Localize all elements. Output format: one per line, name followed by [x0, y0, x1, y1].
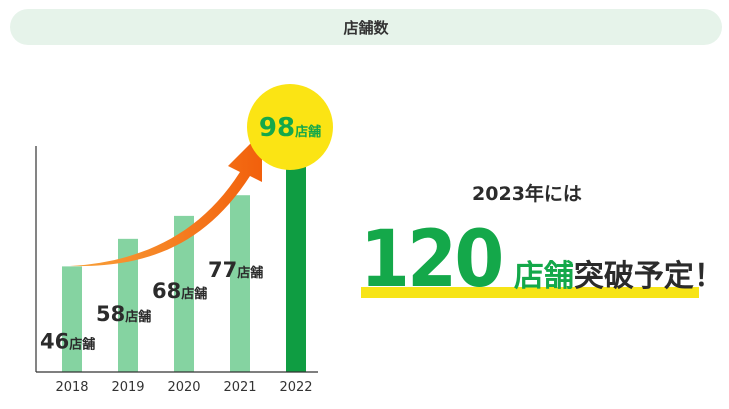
chart-title: 店舗数 — [343, 18, 389, 37]
promo-message: 2023年には 120 店舗 突破予定！ — [352, 176, 724, 306]
x-tick-2019: 2019 — [111, 380, 144, 395]
bars-layer — [62, 147, 306, 372]
data-label-2019: 58店舗 — [96, 302, 151, 326]
promo-main-text: 120 店舗 突破予定！ — [360, 220, 724, 300]
bar-2018 — [62, 266, 82, 372]
bar-2020 — [174, 215, 194, 372]
x-tick-2022: 2022 — [279, 380, 312, 395]
highlight-circle — [247, 84, 333, 170]
growth-arrow — [70, 132, 262, 267]
chart-title-bar: 店舗数 — [10, 9, 722, 45]
x-tick-2021: 2021 — [223, 380, 256, 395]
promo-unit: 店舗 — [513, 259, 574, 294]
x-tick-2020: 2020 — [167, 380, 200, 395]
promo-suffix: 突破予定！ — [573, 259, 724, 294]
x-tick-2018: 2018 — [55, 380, 88, 395]
promo-lead-text: 2023年には — [472, 183, 582, 205]
data-label-2021: 77店舗 — [208, 258, 263, 282]
data-label-2018: 46店舗 — [40, 329, 95, 353]
data-label-2022: 98店舗 — [259, 113, 321, 143]
promo-number: 120 — [360, 215, 504, 305]
promo-highlight-bar — [361, 287, 699, 298]
ticks-layer: 2018 2019 2020 2021 2022 — [55, 380, 312, 395]
bar-2019 — [118, 238, 138, 372]
data-label-2020: 68店舗 — [152, 279, 207, 303]
bar-2021 — [230, 195, 250, 372]
bar-2022 — [286, 147, 306, 372]
